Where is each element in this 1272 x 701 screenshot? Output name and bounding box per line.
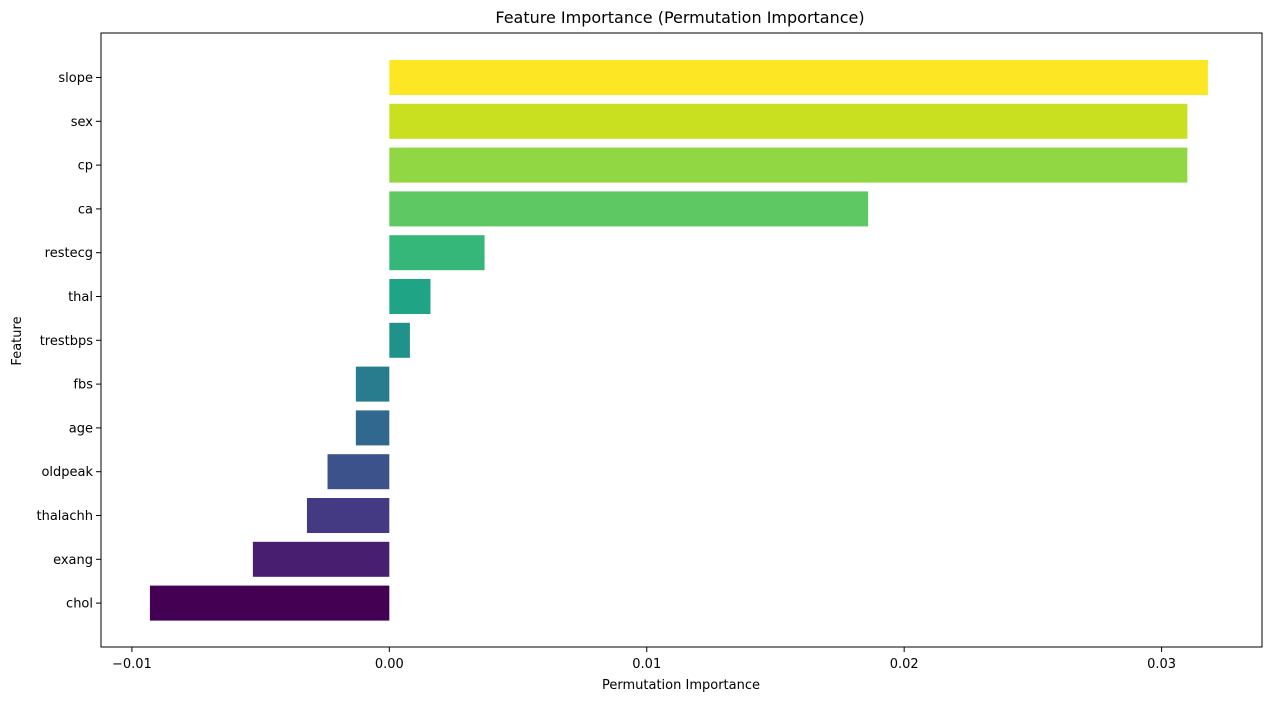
y-tick-label-sex: sex bbox=[71, 115, 94, 130]
y-tick-label-restecg: restecg bbox=[45, 246, 93, 261]
bar-cp bbox=[389, 147, 1188, 183]
x-ticks: −0.01 0.00 0.01 0.02 0.03 bbox=[112, 647, 1176, 672]
y-tick-label-fbs: fbs bbox=[73, 378, 93, 393]
bar-thal bbox=[389, 279, 431, 314]
bar-restecg bbox=[389, 235, 485, 271]
bar-age bbox=[355, 410, 390, 446]
bar-oldpeak bbox=[327, 454, 390, 490]
y-tick-label-trestbps: trestbps bbox=[40, 334, 94, 349]
bar-sex bbox=[389, 103, 1188, 139]
y-axis-title: Feature bbox=[10, 316, 25, 365]
bars-group bbox=[149, 60, 1208, 621]
bar-ca bbox=[389, 191, 869, 227]
bar-exang bbox=[252, 541, 390, 577]
y-tick-label-age: age bbox=[69, 421, 93, 436]
x-tick-label: 0.02 bbox=[890, 657, 919, 672]
y-tick-label-thalachh: thalachh bbox=[36, 509, 93, 524]
y-tick-label-slope: slope bbox=[58, 71, 93, 86]
y-tick-labels: slope sex cp ca restecg thal trestbps fbs age old… bbox=[36, 71, 101, 612]
x-tick-label: −0.01 bbox=[112, 657, 152, 672]
y-tick-label-ca: ca bbox=[78, 202, 93, 217]
x-tick-label: 0.00 bbox=[375, 657, 404, 672]
x-axis-title: Permutation Importance bbox=[602, 678, 760, 693]
bar-fbs bbox=[355, 366, 390, 402]
y-tick-label-thal: thal bbox=[68, 290, 93, 305]
y-tick-label-chol: chol bbox=[66, 597, 93, 612]
chart-title: Feature Importance (Permutation Importan… bbox=[495, 8, 864, 27]
y-tick-label-oldpeak: oldpeak bbox=[41, 465, 93, 480]
bar-chol bbox=[149, 585, 390, 621]
x-tick-label: 0.01 bbox=[632, 657, 661, 672]
y-tick-label-cp: cp bbox=[78, 159, 93, 174]
y-tick-label-exang: exang bbox=[53, 553, 93, 568]
x-tick-label: 0.03 bbox=[1147, 657, 1176, 672]
bar-thalachh bbox=[306, 498, 390, 533]
bar-trestbps bbox=[389, 322, 410, 358]
bar-slope bbox=[389, 60, 1208, 95]
